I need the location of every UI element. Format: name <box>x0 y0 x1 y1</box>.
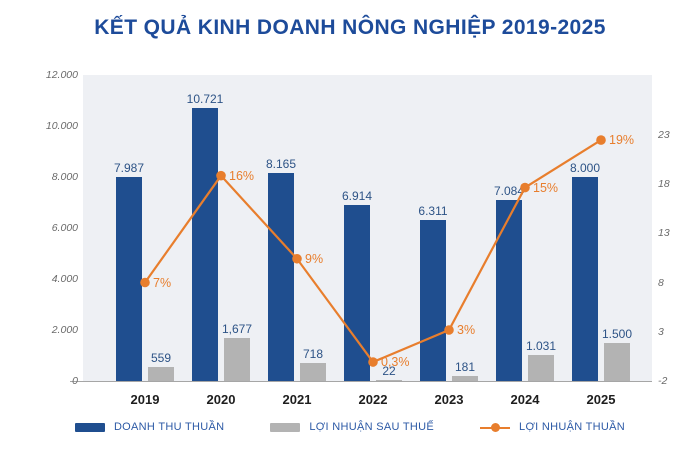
net-margin-point <box>520 182 530 193</box>
year-label-2025: 2025 <box>586 392 616 407</box>
left-axis-tick: 6.000 <box>51 222 78 234</box>
right-axis-tick: 8 <box>658 276 664 289</box>
plot-area: 12.000 10.000 8.000 6.000 4.000 2.000 0 23 18 13 8… <box>46 69 670 387</box>
net-margin-point <box>368 357 378 367</box>
legend-label-profit-after-tax: LỢI NHUẬN SAU THUẾ <box>309 421 435 433</box>
profit-bar <box>376 380 402 381</box>
profit-value-label: 1.500 <box>601 326 633 341</box>
left-axis-tick: 4.000 <box>51 273 78 285</box>
left-axis-tick: 10.000 <box>45 120 78 132</box>
net-margin-point <box>292 253 302 264</box>
year-label-2020: 2020 <box>206 392 236 407</box>
net-margin-label: 0,3% <box>381 355 410 370</box>
revenue-bar <box>420 220 446 381</box>
net-margin-label: 15% <box>533 180 559 195</box>
revenue-value-label: 7.084 <box>493 184 525 199</box>
x-axis-line <box>70 381 652 382</box>
left-axis-tick: 2.000 <box>51 324 78 336</box>
net-margin-label: 3% <box>457 322 476 337</box>
legend-label-revenue: DOANH THU THUẦN <box>113 421 225 433</box>
legend-item-revenue: DOANH THU THUẦN <box>74 421 225 433</box>
net-margin-label: 16% <box>229 168 255 183</box>
revenue-value-label: 7.987 <box>113 161 145 176</box>
legend-item-profit-after-tax: LỢI NHUẬN SAU THUẾ <box>270 421 434 433</box>
profit-value-label: 1.031 <box>525 338 557 353</box>
profit-bar <box>604 342 630 381</box>
year-label-2021: 2021 <box>282 392 312 407</box>
year-label-2023: 2023 <box>434 392 464 407</box>
left-axis-tick: 12.000 <box>45 69 78 81</box>
net-margin-label: 9% <box>305 251 324 266</box>
revenue-value-label: 8.000 <box>569 161 601 175</box>
line-marker-swatch-icon <box>480 422 511 432</box>
revenue-bar <box>572 177 598 381</box>
year-label-2019: 2019 <box>130 392 160 407</box>
legend-label-net-margin: LỢI NHUẬN THUẦN <box>519 421 626 433</box>
right-axis-tick: 23 <box>658 129 670 141</box>
revenue-value-label: 6.914 <box>341 188 373 203</box>
year-label-2022: 2022 <box>358 392 388 407</box>
right-axis-tick: -2 <box>658 375 668 387</box>
profit-value-label: 718 <box>302 346 324 361</box>
revenue-bar <box>116 177 142 381</box>
revenue-bar <box>268 172 294 381</box>
profit-bar <box>224 338 250 381</box>
year-label-2024: 2024 <box>510 392 540 407</box>
right-axis-tick: 3 <box>658 325 664 338</box>
net-margin-point <box>596 135 606 145</box>
revenue-value-label: 8.165 <box>265 156 297 171</box>
net-margin-label: 7% <box>153 275 172 290</box>
net-margin-label: 19% <box>609 133 635 148</box>
profit-value-label: 22 <box>382 364 396 378</box>
net-margin-point <box>216 170 226 181</box>
net-margin-line <box>140 135 606 367</box>
right-axis-tick: 18 <box>658 178 670 191</box>
revenue-bar <box>496 200 522 381</box>
legend: DOANH THU THUẦN LỢI NHUẬN SAU THUẾ LỢI N… <box>0 421 700 433</box>
profit-swatch-icon <box>270 422 301 432</box>
profit-value-label: 181 <box>454 360 476 375</box>
revenue-value-label: 6.311 <box>418 204 448 219</box>
profit-bar <box>300 362 326 381</box>
legend-item-net-margin: LỢI NHUẬN THUẦN <box>480 421 625 433</box>
left-axis-tick: 0 <box>72 375 78 387</box>
left-axis-tick: 8.000 <box>51 171 78 183</box>
chart-title: KẾT QUẢ KINH DOANH NÔNG NGHIỆP 2019-2025 <box>94 16 606 39</box>
revenue-swatch-icon <box>74 422 105 432</box>
revenue-value-label: 10.721 <box>186 91 224 106</box>
net-margin-point <box>140 277 150 288</box>
revenue-bar <box>192 107 218 381</box>
profit-bar <box>452 376 478 381</box>
profit-value-label: 559 <box>150 350 172 365</box>
right-axis-tick: 13 <box>658 227 670 240</box>
profit-value-label: 1,677 <box>221 322 253 337</box>
profit-bar <box>148 366 174 381</box>
net-margin-point <box>444 325 454 335</box>
profit-bar <box>528 354 554 381</box>
